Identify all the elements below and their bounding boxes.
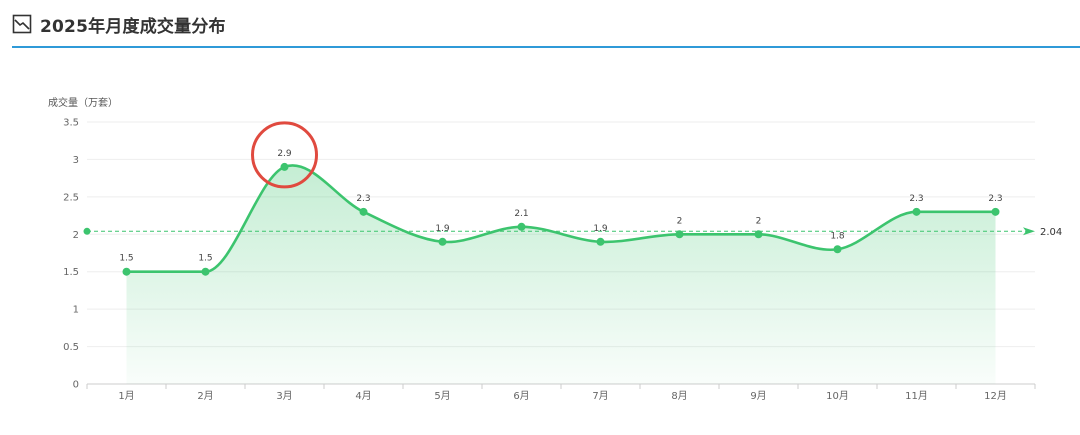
data-label: 2.3 xyxy=(909,194,923,204)
y-tick-label: 3 xyxy=(73,155,79,166)
data-point xyxy=(517,222,526,231)
data-label: 2.3 xyxy=(356,194,370,204)
data-label: 2.9 xyxy=(277,149,292,159)
y-tick-label: 3.5 xyxy=(63,118,79,129)
data-point xyxy=(675,230,684,239)
data-point xyxy=(359,207,368,216)
y-tick-label: 2 xyxy=(73,230,79,241)
title-divider xyxy=(12,46,1080,48)
data-point xyxy=(201,267,210,276)
data-point xyxy=(833,245,842,254)
data-label: 1.5 xyxy=(198,254,212,264)
label-layer: 2.04 1.5 1.5 2.9 2.3 1.9 2.1 1.9 2 2 1.8 2.3 2.3 xyxy=(119,121,1062,264)
data-label: 1.9 xyxy=(593,224,608,234)
y-tick-label: 1 xyxy=(73,305,79,316)
x-tick-label: 9月 xyxy=(750,390,766,402)
x-tick-label: 10月 xyxy=(826,390,849,402)
y-tick-label: 2.5 xyxy=(63,192,79,203)
average-line-start xyxy=(83,227,91,235)
series-area xyxy=(126,165,996,384)
x-tick-label: 4月 xyxy=(355,390,371,402)
average-line-label: 2.04 xyxy=(1040,227,1062,238)
y-tick-label: 0.5 xyxy=(63,342,79,353)
series-layer xyxy=(83,162,1035,384)
data-label: 2 xyxy=(756,216,762,226)
data-point xyxy=(122,267,131,276)
data-label: 2.3 xyxy=(988,194,1002,204)
y-tick-label: 0 xyxy=(73,380,79,391)
x-tick-label: 3月 xyxy=(276,390,292,402)
x-tick-label: 7月 xyxy=(592,390,608,402)
data-label: 2 xyxy=(677,216,683,226)
data-label: 1.9 xyxy=(435,224,450,234)
x-tick-label: 1月 xyxy=(118,390,134,402)
line-chart-icon xyxy=(12,14,32,34)
data-point xyxy=(991,207,1000,216)
x-tick-label: 12月 xyxy=(984,390,1007,402)
highlight-circle xyxy=(251,121,318,189)
data-point xyxy=(754,230,763,239)
x-tick-label: 6月 xyxy=(513,390,529,402)
data-label: 1.5 xyxy=(119,254,133,264)
y-tick-label: 1.5 xyxy=(63,267,79,278)
x-tick-label: 11月 xyxy=(905,390,928,402)
panel-header: 2025年月度成交量分布 xyxy=(12,10,226,38)
data-point xyxy=(596,237,605,246)
x-tick-label: 8月 xyxy=(671,390,687,402)
data-label: 2.1 xyxy=(514,209,528,219)
page-title: 2025年月度成交量分布 xyxy=(40,16,226,37)
data-point xyxy=(912,207,921,216)
data-point xyxy=(280,162,289,171)
average-line-arrow xyxy=(1023,227,1035,236)
y-axis-title: 成交量（万套） xyxy=(48,96,118,109)
data-label: 1.8 xyxy=(830,231,845,241)
data-point xyxy=(438,237,447,246)
x-tick-label: 5月 xyxy=(434,390,450,402)
x-tick-label: 2月 xyxy=(197,390,213,402)
